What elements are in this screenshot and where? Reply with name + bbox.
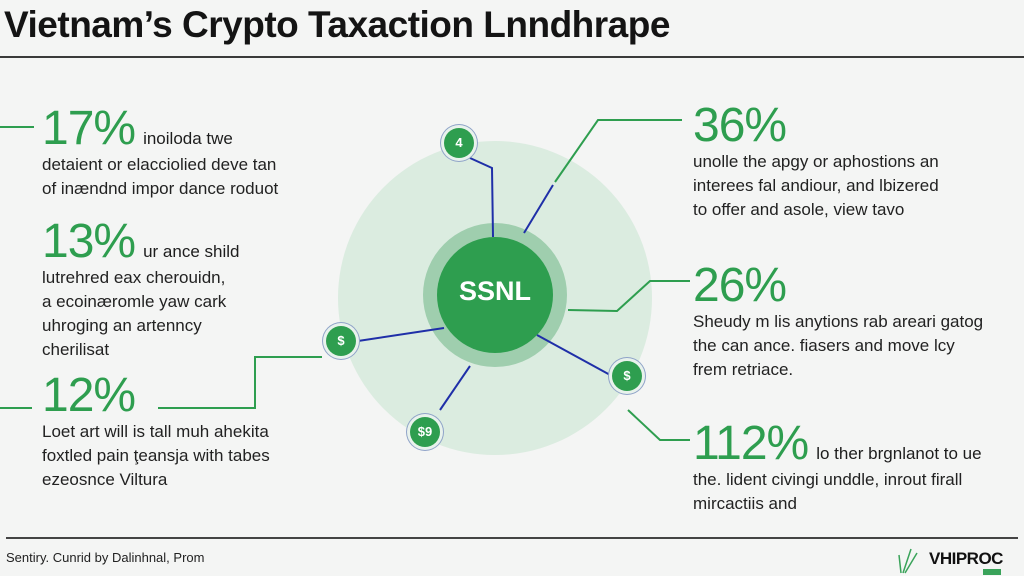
connector-right-node xyxy=(536,334,613,377)
logo-badge xyxy=(983,569,1001,575)
stat-12: 12% Loet art will is tall muh ahekita fo… xyxy=(42,372,270,492)
stat-line: cherilisat xyxy=(42,340,110,359)
stat-line: the can ance. fiasers and move lcy xyxy=(693,336,955,355)
stat-line: the. lident civingi unddle, inrout firal… xyxy=(693,470,963,489)
stat-line: Loet art will is tall muh ahekita xyxy=(42,422,269,441)
stat-value: 13% xyxy=(42,215,136,268)
leader-26 xyxy=(567,280,690,313)
stat-36: 36% unolle the apgy or aphostions an int… xyxy=(693,102,939,222)
stat-line: unolle the apgy or aphostions an xyxy=(693,152,939,171)
stat-17: 17% inoiloda twe detaient or elacciolied … xyxy=(42,105,278,201)
leader-12 xyxy=(158,356,322,409)
dollar-icon: $ xyxy=(612,361,642,391)
footer-credit: Sentiry. Cunrid by Dalinhnal, Prom xyxy=(6,550,205,565)
stat-line: a ecoinæromle yaw cark xyxy=(42,292,227,311)
dollar-icon: $ xyxy=(326,326,356,356)
stat-line: mircactiis and xyxy=(693,494,797,513)
stat-112: 112% lo ther brgnlanot to ue the. lident … xyxy=(693,420,982,516)
connector-node-4 xyxy=(469,157,494,238)
stat-value: 12% xyxy=(42,369,136,422)
stat-line: lutrehred eax cherouidn, xyxy=(42,268,226,287)
leaf-icon xyxy=(898,548,918,574)
stat-line: detaient or elacciolied deve tan xyxy=(42,155,277,174)
stat-value: 26% xyxy=(693,259,787,312)
title-divider xyxy=(0,56,1024,58)
stat-line: interees fal andiour, and lbizered xyxy=(693,176,939,195)
logo-text: VHIPROC xyxy=(929,549,1003,568)
center-label: SSNL xyxy=(458,276,531,306)
stat-lead: lo ther brgnlanot to ue xyxy=(816,444,982,463)
stat-line: of inændnd impor dance roduot xyxy=(42,179,279,198)
stat-line: uhroging an artenncy xyxy=(42,316,202,335)
stat-line: Sheudy m lis anytions rab areari gatog xyxy=(693,312,984,331)
stat-value: 112% xyxy=(693,417,809,470)
footer-divider xyxy=(6,537,1018,539)
stat-26: 26% Sheudy m lis anytions rab areari gat… xyxy=(693,262,983,382)
stat-lead: ur ance shild xyxy=(143,242,240,261)
connector-left-node xyxy=(357,327,445,342)
stat-lead: inoiloda twe xyxy=(143,129,233,148)
page-title: Vietnam’s Crypto Taxaction Lnndhrape xyxy=(4,4,670,45)
stat-line: to offer and asole, view tavo xyxy=(693,200,905,219)
leader-36 xyxy=(554,119,682,183)
stat-13: 13% ur ance shild lutrehred eax cherouidn… xyxy=(42,218,239,362)
center-circle xyxy=(437,237,553,353)
stat-value: 36% xyxy=(693,99,787,152)
stat-line: frem retriace. xyxy=(693,360,794,379)
connector-top-right xyxy=(523,184,554,234)
stat-line: ezeosnce Viltura xyxy=(42,470,168,489)
stat-value: 17% xyxy=(42,102,136,155)
node-4: 4 xyxy=(444,128,474,158)
leader-112 xyxy=(627,409,690,441)
dollar-icon: $9 xyxy=(410,417,440,447)
connector-bottom-node xyxy=(439,365,471,411)
brand-logo: VHIPROC xyxy=(893,545,1023,575)
stat-line: foxtled pain ţeansja with tabes xyxy=(42,446,270,465)
